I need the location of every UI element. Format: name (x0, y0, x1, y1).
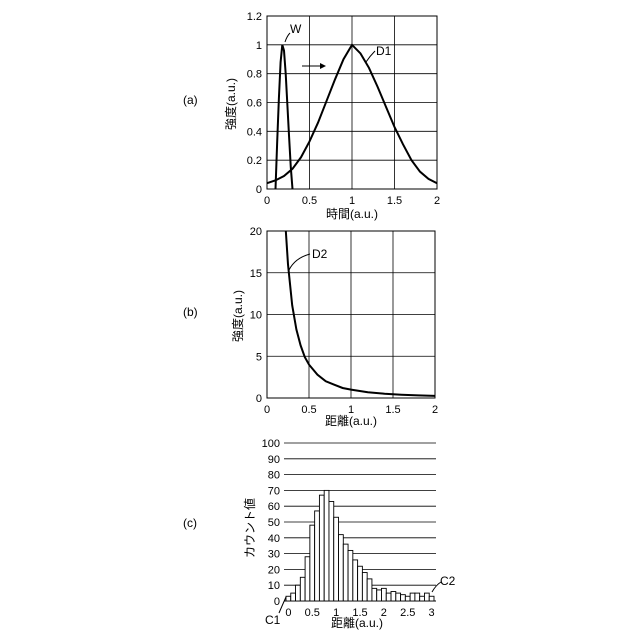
histogram-bar (315, 511, 320, 601)
histogram-bar (410, 593, 415, 601)
histogram-bar (401, 595, 406, 601)
histogram-bar (420, 596, 425, 601)
panel-a-x-tick-label: 0 (264, 195, 270, 207)
panel-a-x-tick-label: 2 (434, 195, 440, 207)
panel-b-x-tick-label: 0.5 (301, 404, 316, 416)
histogram-bar (305, 557, 310, 601)
panel-a-y-tick-label: 1 (256, 40, 262, 52)
panel-a-x-tick-label: 0.5 (302, 195, 317, 207)
histogram-bar (424, 593, 429, 601)
panel-a-x-tick-label: 1 (349, 195, 355, 207)
panel-b-y-tick-label: 5 (256, 351, 262, 363)
panel-a-x-axis-label: 時間(a.u.) (326, 207, 378, 221)
panel-b-label: (b) (183, 305, 198, 319)
panel-c-y-tick-label: 20 (268, 564, 280, 576)
panel-c-x-tick-label: 2.5 (400, 607, 415, 619)
panel-c-y-tick-label: 80 (268, 470, 280, 482)
panel-a-label: (a) (183, 93, 198, 107)
panel-b-grid (267, 231, 435, 398)
histogram-bar (396, 593, 401, 601)
panel-c-y-tick-label: 0 (274, 596, 280, 608)
d2-leader-line (289, 254, 310, 270)
panel-a-y-tick-label: 0 (256, 184, 262, 196)
histogram-bar (386, 593, 391, 601)
panel-c-y-ticks: 0 10 20 30 40 50 60 70 80 90 100 (262, 438, 280, 608)
panel-b-x-axis-label: 距離(a.u.) (325, 414, 377, 428)
panel-b-y-axis-label: 強度(a.u.) (230, 290, 245, 342)
panel-b-y-ticks: 0 5 10 15 20 (250, 226, 262, 405)
histogram-bar (286, 596, 291, 601)
panel-c-chart: (c) 0102030405060708090100 00.511.522.53… (183, 438, 456, 630)
panel-b-x-tick-label: 2 (432, 404, 438, 416)
panel-c-y-tick-label: 30 (268, 549, 280, 561)
histogram-bar (358, 566, 363, 601)
panel-c-y-tick-label: 100 (262, 438, 280, 450)
histogram-bar (324, 490, 329, 601)
panel-c-label: (c) (183, 516, 197, 530)
panel-a-x-ticks: 0 0.5 1 1.5 2 (264, 195, 440, 207)
panel-c-y-axis-label: カウント値 (242, 498, 257, 558)
panel-b-chart: (b) 05101520 00.511.52 距離(a.u.) 強度(a.u.)… (183, 226, 438, 428)
histogram-bar (405, 596, 410, 601)
histogram-bar (381, 588, 386, 601)
histogram-bar (334, 517, 339, 601)
histogram-bar (391, 592, 396, 601)
histogram-bar (296, 585, 301, 601)
w-annotation: W (290, 22, 302, 36)
panel-c-x-tick-label: 0 (285, 607, 291, 619)
panel-a-y-tick-label: 0.2 (247, 155, 262, 167)
histogram-bar (329, 501, 334, 601)
panel-b-x-tick-label: 1.5 (385, 404, 400, 416)
panel-b-y-tick-label: 10 (250, 310, 262, 322)
histogram-bar (300, 577, 305, 601)
panel-b-y-tick-label: 20 (250, 226, 262, 238)
d1-leader-line (366, 51, 375, 62)
histogram-bar (429, 596, 434, 601)
panel-a-y-tick-label: 0.4 (247, 126, 262, 138)
panel-a-y-axis-label: 強度(a.u.) (223, 78, 238, 130)
panel-c-y-tick-label: 70 (268, 485, 280, 497)
d2-annotation: D2 (312, 247, 328, 261)
panel-c-y-tick-label: 60 (268, 501, 280, 513)
histogram-bar (310, 525, 315, 601)
panel-a-y-tick-label: 0.8 (247, 69, 262, 81)
c2-annotation: C2 (440, 574, 456, 588)
panel-b-y-tick-label: 0 (256, 393, 262, 405)
panel-a-grid (267, 16, 437, 189)
panel-a-chart: (a) 0 0.2 0.4 0.6 0.8 1 1.2 0 0.5 1 1.5 2 時間(a.u.)… (183, 11, 440, 221)
d1-annotation: D1 (376, 44, 392, 58)
arrow-head (320, 63, 326, 69)
histogram-bar (291, 593, 296, 601)
panel-c-x-tick-label: 0.5 (305, 607, 320, 619)
series-line-d2 (286, 231, 435, 396)
panel-c-y-tick-label: 40 (268, 533, 280, 545)
panel-a-y-tick-label: 1.2 (247, 11, 262, 23)
panel-c-bars (286, 490, 434, 601)
panel-c-y-tick-label: 10 (268, 580, 280, 592)
histogram-bar (353, 560, 358, 601)
histogram-bar (339, 535, 344, 601)
panel-c-x-tick-label: 3 (429, 607, 435, 619)
histogram-bar (367, 579, 372, 601)
histogram-bar (372, 588, 377, 601)
c1-annotation: C1 (265, 613, 281, 627)
panel-c-y-tick-label: 90 (268, 454, 280, 466)
panel-b-x-tick-label: 0 (264, 404, 270, 416)
histogram-bar (362, 573, 367, 601)
panel-a-y-ticks: 0 0.2 0.4 0.6 0.8 1 1.2 (247, 11, 262, 196)
panel-b-series (286, 231, 435, 396)
histogram-bar (319, 495, 324, 601)
panel-c-y-tick-label: 50 (268, 517, 280, 529)
panel-c-x-axis-label: 距離(a.u.) (331, 616, 383, 630)
panel-a-x-tick-label: 1.5 (387, 195, 402, 207)
histogram-bar (348, 550, 353, 601)
histogram-bar (343, 544, 348, 601)
histogram-bar (377, 590, 382, 601)
histogram-bar (415, 593, 420, 601)
series-line-w (276, 45, 293, 189)
panel-b-y-tick-label: 15 (250, 268, 262, 280)
panel-a-y-tick-label: 0.6 (247, 98, 262, 110)
